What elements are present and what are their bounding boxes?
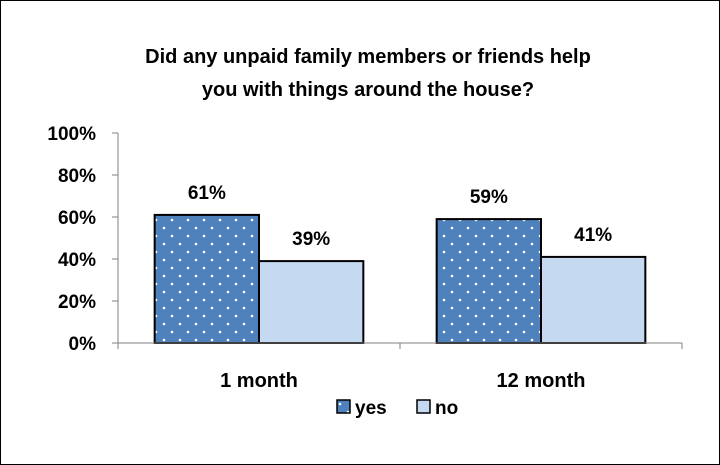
chart-title-line-1: Did any unpaid family members or friends…	[145, 46, 591, 68]
legend-label-no: no	[435, 398, 458, 419]
legend-swatch-yes	[336, 399, 351, 414]
bar-no-1	[258, 260, 365, 345]
x-axis: 1 month 12 month	[117, 342, 683, 392]
y-tick-label: 40%	[58, 250, 96, 271]
x-category-label: 1 month	[220, 370, 298, 392]
y-tick-label: 60%	[58, 208, 96, 229]
bar-yes-1	[153, 213, 260, 344]
data-label-no-2: 41%	[574, 225, 612, 246]
bars: 61% 39% 59% 41%	[153, 183, 647, 345]
bar-yes-2	[435, 218, 542, 345]
data-label-no-1: 39%	[292, 229, 330, 250]
y-axis: 0% 20% 40% 60% 80% 100%	[47, 124, 119, 355]
legend-swatch-no	[416, 399, 431, 414]
y-tick-label: 80%	[58, 166, 96, 187]
x-category-label: 12 month	[497, 370, 586, 392]
legend-label-yes: yes	[355, 398, 387, 419]
y-tick-label: 20%	[58, 292, 96, 313]
y-tick-label: 100%	[47, 124, 96, 145]
legend: yes no	[336, 398, 458, 419]
data-label-yes-2: 59%	[470, 187, 508, 208]
legend-item-yes: yes	[336, 398, 387, 419]
y-tick-label: 0%	[69, 334, 97, 355]
chart-title-line-2: you with things around the house?	[202, 79, 534, 101]
data-label-yes-1: 61%	[188, 183, 226, 204]
bar-no-2	[540, 255, 647, 344]
legend-item-no: no	[416, 398, 458, 419]
